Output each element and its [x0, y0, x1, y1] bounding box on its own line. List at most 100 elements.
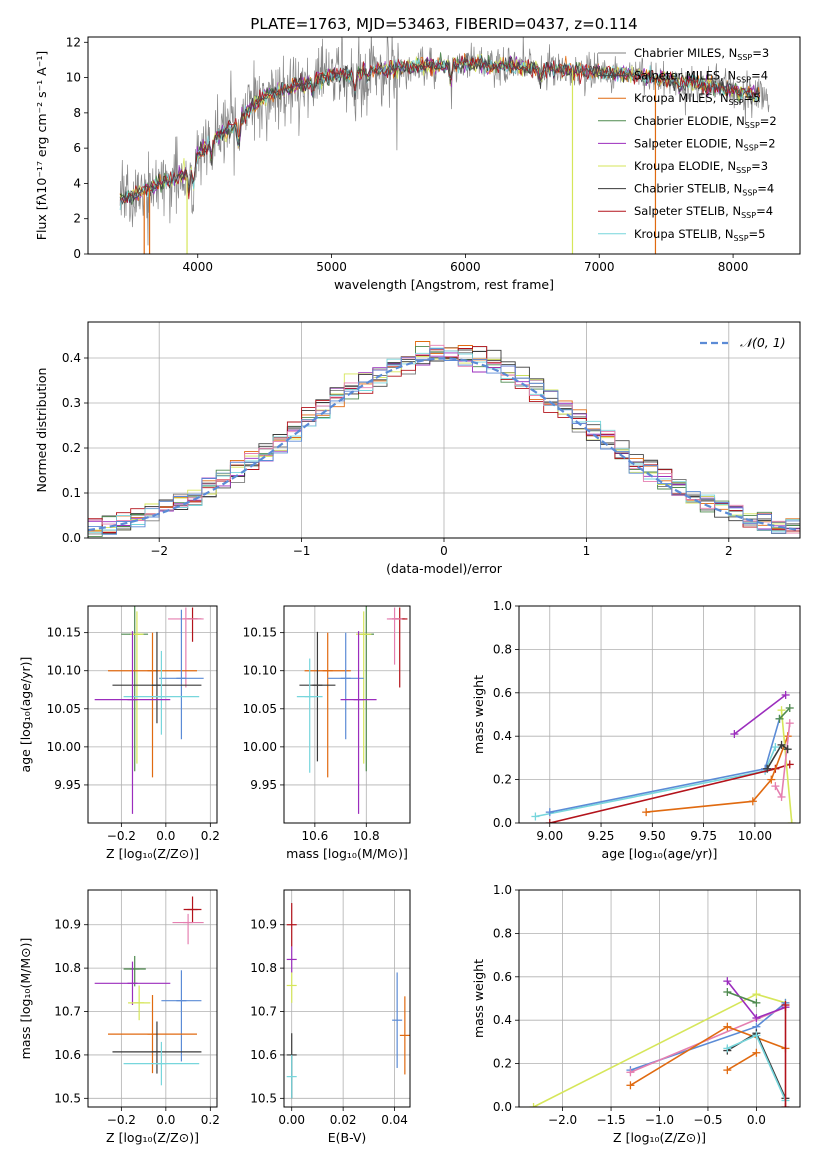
weight-point-marker [723, 1044, 732, 1053]
panel-age_vs_Z: −0.2 0.0 0.2 9.95 10.00 10.05 10.10 10.15 Z [log… [18, 605, 220, 861]
weight-series-line [778, 707, 791, 720]
data-point-errorbar [121, 606, 149, 772]
y-tick-label: 10.8 [250, 961, 277, 975]
weight-point-marker [771, 782, 780, 791]
y-tick-label: 0.2 [62, 441, 81, 455]
x-tick-label: 9.00 [536, 829, 563, 843]
y-tick-label: 1.0 [493, 883, 512, 897]
y-tick-label: 0.4 [493, 729, 512, 743]
x-tick-label: −1.5 [596, 1113, 625, 1127]
y-tick-label: 0.3 [62, 396, 81, 410]
y-tick-label: 0.6 [493, 686, 512, 700]
data-point-errorbar [123, 1041, 200, 1086]
x-tick-label: 0.0 [156, 829, 175, 843]
legend-entry: Kroupa MILES, NSSP=5 [634, 91, 760, 107]
weight-point-marker [771, 743, 780, 752]
y-tick-label: 10.00 [47, 740, 81, 754]
y-tick-label: 0.8 [493, 926, 512, 940]
normal-distribution-curve [88, 357, 800, 532]
weight-point-marker [777, 706, 786, 715]
weight-point-marker [626, 1068, 635, 1077]
weight-point-marker [763, 764, 772, 773]
x-tick-label: 9.25 [588, 829, 615, 843]
data-point-errorbar [123, 955, 146, 987]
plot-area [119, 37, 770, 254]
legend-entry: Salpeter MILES, NSSP=4 [634, 69, 768, 85]
panel-mass_vs_ebv: 0.00 0.02 0.04 10.5 10.6 10.7 10.8 10.9 E(B-V) [250, 889, 411, 1145]
x-axis-label: wavelength [Angstrom, rest frame] [334, 277, 554, 292]
data-point-errorbar [286, 972, 297, 1003]
weight-point-marker [781, 1103, 790, 1107]
x-axis-label: age [log₁₀(age/yr)] [602, 846, 718, 861]
data-point-errorbar [304, 632, 351, 778]
weight-point-marker [723, 977, 732, 986]
y-tick-label: 10.5 [54, 1091, 81, 1105]
plot-area [286, 903, 410, 1099]
data-point-errorbar [161, 970, 202, 1062]
y-tick-label: 4 [73, 176, 81, 190]
weight-series-line [646, 735, 789, 813]
data-point-errorbar [183, 896, 202, 923]
y-tick-label: 0.8 [493, 642, 512, 656]
panel-residuals: −2 −1 0 1 2 0.0 0.1 0.2 0.3 0.4 (data-model)/error… [34, 321, 801, 576]
x-axis-label: Z [log₁₀(Z/Z⊙)] [106, 846, 199, 861]
weight-point-marker [723, 1066, 732, 1075]
y-tick-label: 12 [66, 35, 81, 49]
weight-point-marker [785, 719, 794, 728]
data-point-errorbar [159, 609, 204, 740]
panel-mass_vs_Z: −0.2 0.0 0.2 10.5 10.6 10.7 10.8 10.9 Z [log₁₀(Z… [18, 889, 220, 1145]
weight-point-marker [787, 819, 796, 823]
y-tick-label: 10.6 [54, 1048, 81, 1062]
y-tick-label: 0.4 [493, 1013, 512, 1027]
data-point-errorbar [108, 632, 197, 778]
x-tick-label: 10.00 [738, 829, 772, 843]
weight-point-marker [767, 775, 776, 784]
y-tick-label: 1.0 [493, 599, 512, 613]
data-point-errorbar [296, 658, 323, 773]
legend-entry: Chabrier ELODIE, NSSP=2 [634, 114, 777, 130]
y-tick-label: 10.15 [47, 626, 81, 640]
y-axis-label: Flux [fλ10⁻¹⁷ erg cm⁻² s⁻¹ A⁻¹] [34, 51, 49, 240]
x-axis-label: mass [log₁₀(M/M⊙)] [286, 846, 408, 861]
legend-entry: Salpeter STELIB, NSSP=4 [634, 204, 773, 220]
plot-area [296, 606, 408, 814]
y-tick-label: 9.95 [250, 778, 277, 792]
x-axis-label: Z [log₁₀(Z/Z⊙)] [106, 1130, 199, 1145]
weight-point-marker [642, 808, 651, 817]
plot-area [94, 606, 204, 814]
data-point-errorbar [112, 1021, 202, 1074]
x-tick-label: 9.50 [639, 829, 666, 843]
x-tick-label: 10.6 [301, 829, 328, 843]
x-tick-label: −1.0 [645, 1113, 674, 1127]
axes-frame [87, 36, 801, 255]
residual-histogram [88, 348, 800, 535]
y-tick-label: 10.15 [243, 626, 277, 640]
legend-entry: 𝒩(0, 1) [740, 335, 786, 350]
weight-point-marker [752, 1014, 761, 1023]
plot-area [94, 896, 204, 1086]
x-axis-label: Z [log₁₀(Z/Z⊙)] [613, 1130, 706, 1145]
y-tick-label: 10.5 [250, 1091, 277, 1105]
weight-point-marker [775, 714, 784, 723]
plot-area [529, 977, 790, 1107]
legend: Chabrier MILES, NSSP=3 Salpeter MILES, NS… [598, 46, 777, 243]
data-point-errorbar [340, 631, 377, 814]
weight-series-line [727, 991, 757, 1004]
x-tick-label: 9.75 [690, 829, 717, 843]
y-tick-label: 10.05 [47, 702, 81, 716]
data-point-errorbar [108, 995, 197, 1074]
axes-frame [87, 889, 218, 1108]
x-tick-label: 0 [440, 544, 448, 558]
y-tick-label: 0.2 [493, 1057, 512, 1071]
x-tick-label: −2 [150, 544, 168, 558]
y-tick-label: 0.4 [62, 351, 81, 365]
y-tick-label: 0.0 [493, 1100, 512, 1114]
data-point-errorbar [123, 650, 200, 735]
x-tick-label: 10.8 [353, 829, 380, 843]
weight-point-marker [545, 819, 554, 823]
weight-point-marker [781, 1001, 790, 1010]
y-tick-label: 0.6 [493, 970, 512, 984]
x-tick-label: 4000 [182, 260, 213, 274]
x-tick-label: 2 [725, 544, 733, 558]
